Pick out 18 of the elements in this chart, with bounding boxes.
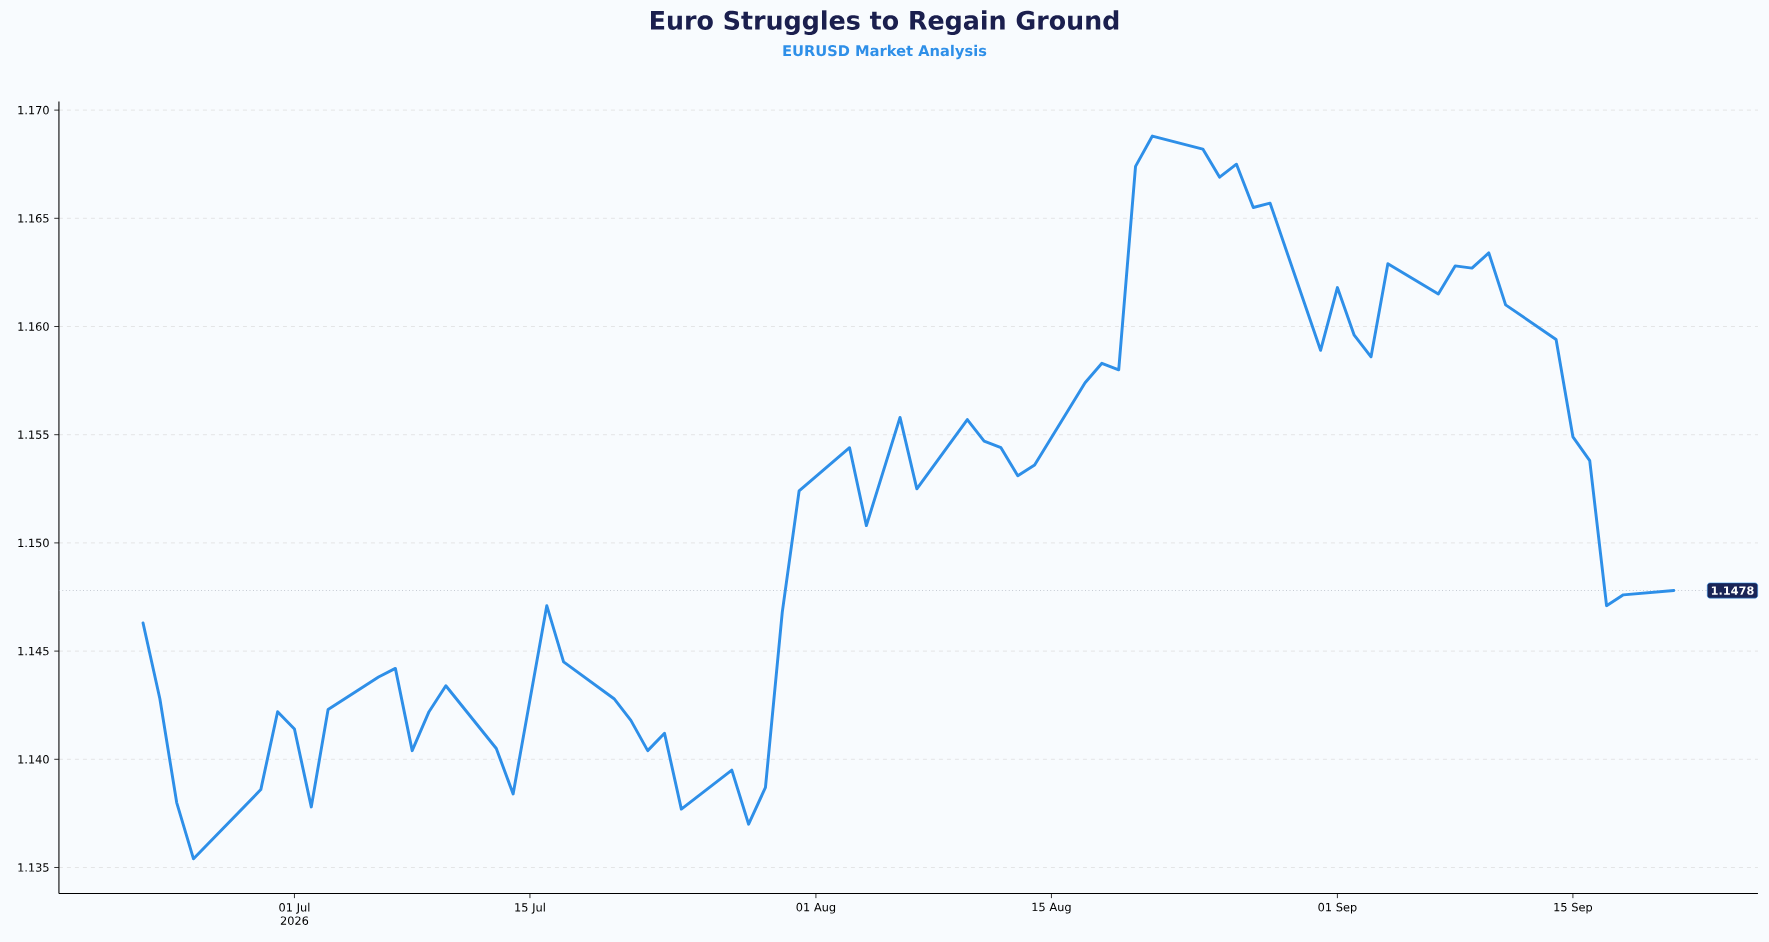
y-tick-label: 1.165 [18, 214, 49, 223]
y-tick-label: 1.140 [18, 755, 49, 764]
x-tick-label: 01 Aug [796, 902, 836, 914]
y-tick-label: 1.145 [18, 646, 49, 656]
x-tick-label: 15 Sep [1554, 902, 1593, 914]
chart-subtitle: EURUSD Market Analysis [783, 44, 987, 60]
y-tick-label: 1.135 [18, 863, 49, 872]
x-tick-label: 15 Jul [515, 902, 545, 914]
x-tick-label: 15 Aug [1032, 902, 1071, 914]
ref-line-label: 1.1478 [1711, 586, 1754, 595]
y-tick-label: 1.170 [18, 105, 49, 115]
y-tick-label: 1.155 [18, 430, 49, 439]
chart-title: Euro Struggles to Regain Ground [651, 10, 1119, 35]
x-tick-label: 01 Sep [1318, 902, 1357, 914]
line-series [141, 134, 1676, 861]
y-tick-label: 1.160 [18, 322, 49, 331]
y-tick-label: 1.150 [18, 538, 49, 548]
x-tick-label: 01 Jul 2026 [279, 902, 310, 925]
